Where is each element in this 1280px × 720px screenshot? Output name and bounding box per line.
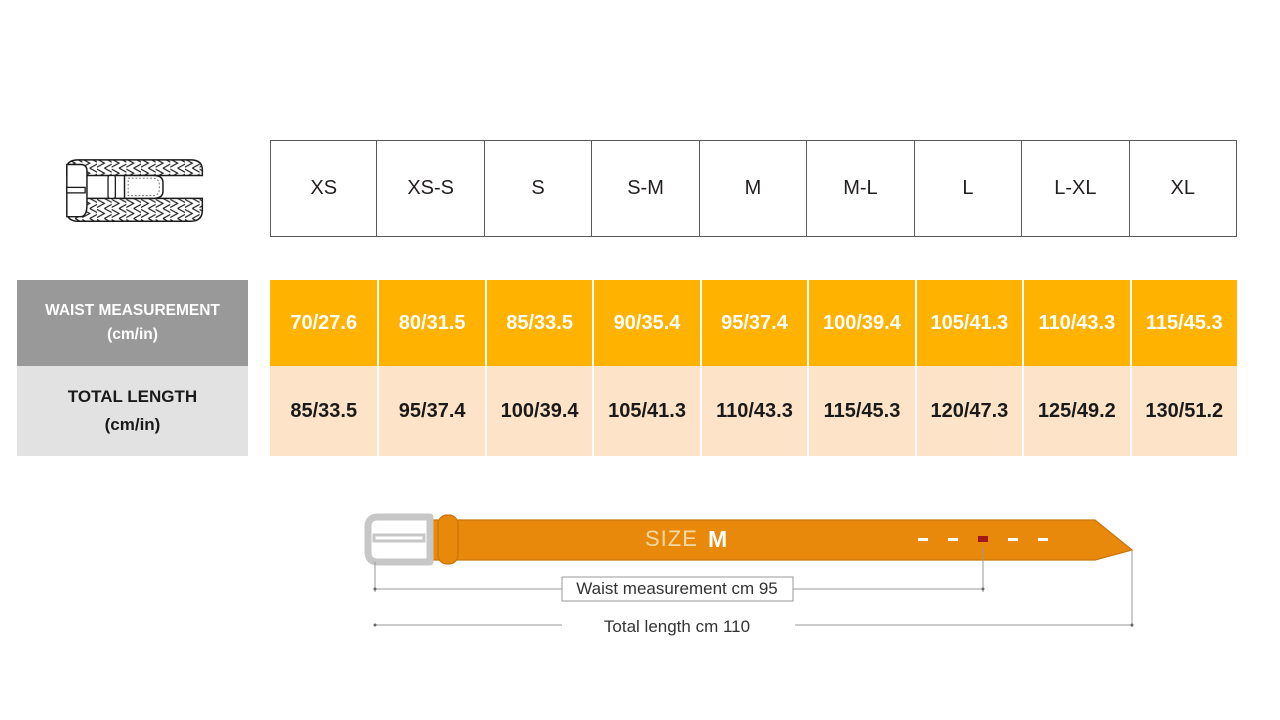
svg-text:M: M <box>708 526 727 552</box>
svg-text:SIZE: SIZE <box>645 526 698 551</box>
svg-text:Total length cm 110: Total length cm 110 <box>604 617 750 636</box>
svg-text:Waist measurement cm 95: Waist measurement cm 95 <box>576 579 778 598</box>
